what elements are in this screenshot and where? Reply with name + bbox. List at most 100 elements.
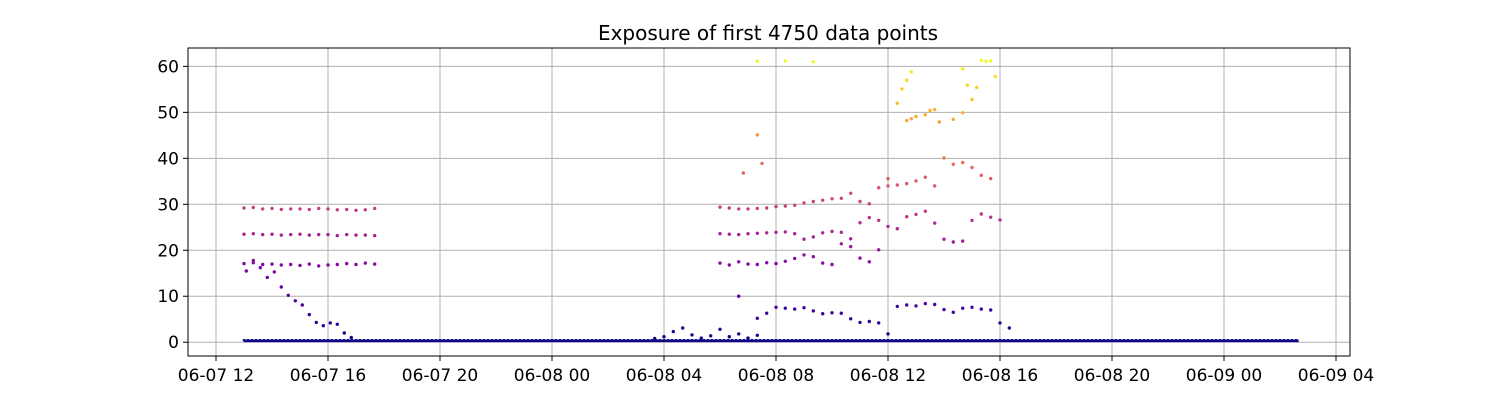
baseline-point: [742, 338, 746, 342]
baseline-point: [774, 338, 778, 342]
baseline-point: [786, 338, 790, 342]
baseline-point: [434, 338, 438, 342]
data-point: [811, 235, 815, 239]
data-point: [286, 293, 290, 297]
data-point: [979, 58, 983, 63]
baseline-point: [1190, 338, 1194, 342]
baseline-point: [1186, 338, 1190, 342]
baseline-point: [958, 338, 962, 342]
baseline-point: [1286, 338, 1290, 342]
data-point: [270, 206, 274, 211]
data-point: [765, 206, 769, 210]
baseline-point: [706, 338, 710, 342]
x-tick-label: 06-07 16: [290, 366, 366, 386]
baseline-point: [850, 338, 854, 342]
baseline-point: [1174, 338, 1178, 342]
data-point: [923, 113, 927, 117]
data-point: [839, 242, 843, 246]
data-point: [909, 70, 913, 74]
baseline-point: [674, 338, 678, 342]
data-point: [300, 303, 304, 307]
baseline-point: [262, 338, 266, 342]
baseline-point: [730, 338, 734, 342]
data-point: [242, 206, 246, 210]
baseline-point: [862, 338, 866, 342]
x-tick-label: 06-08 20: [1074, 366, 1150, 386]
data-point: [802, 306, 806, 310]
baseline-point: [374, 338, 378, 342]
baseline-point: [334, 338, 338, 342]
baseline-point: [510, 338, 514, 342]
baseline-point: [1270, 338, 1274, 342]
data-point: [321, 324, 325, 328]
data-point: [681, 326, 685, 330]
data-point: [298, 232, 302, 236]
baseline-point: [1194, 338, 1198, 342]
data-point: [923, 209, 927, 213]
x-tick-label: 06-08 08: [738, 366, 814, 386]
baseline-point: [378, 338, 382, 342]
baseline-point: [994, 338, 998, 342]
baseline-point: [918, 338, 922, 342]
baseline-point: [470, 338, 474, 342]
baseline-point: [298, 338, 302, 342]
data-point: [251, 258, 255, 263]
baseline-point: [790, 338, 794, 342]
baseline-point: [1002, 338, 1006, 342]
grid-lines: [188, 48, 1350, 356]
baseline-point: [398, 338, 402, 342]
baseline-point: [890, 338, 894, 342]
baseline-point: [542, 338, 546, 342]
data-point: [737, 260, 741, 264]
data-point: [830, 262, 834, 267]
data-point: [830, 311, 834, 315]
data-point: [298, 263, 302, 268]
baseline-point: [1206, 338, 1210, 342]
baseline-point: [1042, 338, 1046, 342]
baseline-point: [1030, 338, 1034, 342]
data-point: [242, 261, 246, 266]
baseline-point: [1050, 338, 1054, 342]
x-tick-label: 06-08 16: [962, 366, 1038, 386]
baseline-point: [246, 338, 250, 342]
data-point: [886, 184, 890, 188]
data-point: [821, 261, 825, 265]
baseline-point: [1046, 338, 1050, 342]
data-point: [251, 205, 255, 210]
baseline-point: [370, 338, 374, 342]
data-point: [718, 232, 722, 236]
baseline-point: [622, 338, 626, 342]
baseline-point: [1070, 338, 1074, 342]
baseline-point: [806, 338, 810, 342]
baseline-point: [670, 338, 674, 342]
baseline-point: [694, 338, 698, 342]
data-point: [718, 205, 722, 209]
baseline-point: [258, 338, 262, 342]
data-point: [970, 97, 974, 102]
data-point: [830, 229, 834, 234]
data-point: [811, 60, 815, 64]
data-point: [895, 227, 899, 231]
data-point: [905, 118, 909, 123]
data-point: [363, 233, 367, 237]
baseline-point: [430, 338, 434, 342]
baseline-point: [394, 338, 398, 342]
data-point: [979, 307, 983, 311]
baseline-point: [1134, 338, 1138, 342]
data-point: [774, 204, 778, 209]
baseline-point: [1014, 338, 1018, 342]
chart-title: Exposure of first 4750 data points: [598, 21, 938, 45]
data-point: [975, 85, 979, 90]
baseline-point: [1198, 338, 1202, 342]
baseline-point: [1222, 338, 1226, 342]
baseline-point: [550, 338, 554, 342]
data-point: [737, 207, 741, 211]
baseline-point: [386, 338, 390, 342]
baseline-point: [1250, 338, 1254, 342]
baseline-point: [1122, 338, 1126, 342]
baseline-point: [562, 338, 566, 342]
baseline-point: [982, 338, 986, 342]
baseline-point: [1238, 338, 1242, 342]
baseline-point: [1166, 338, 1170, 342]
data-point: [858, 199, 862, 204]
